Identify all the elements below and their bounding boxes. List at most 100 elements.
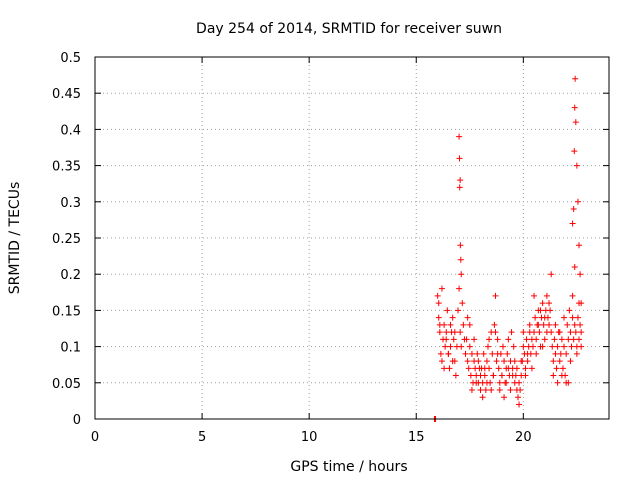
data-point	[499, 343, 506, 350]
x-tick-label: 15	[408, 430, 425, 445]
data-point	[456, 133, 463, 140]
data-point	[480, 350, 487, 357]
y-tick-label: 0.15	[52, 304, 81, 319]
data-point	[561, 314, 568, 321]
data-point	[526, 321, 533, 328]
data-point	[482, 387, 489, 394]
data-point	[468, 387, 475, 394]
data-point	[514, 394, 521, 401]
data-point	[548, 271, 555, 278]
data-point	[483, 379, 490, 386]
data-point	[463, 336, 470, 343]
data-point	[549, 343, 556, 350]
data-point	[477, 387, 484, 394]
y-tick-label: 0.25	[52, 232, 81, 247]
data-point	[452, 372, 459, 379]
data-point	[520, 343, 527, 350]
data-point	[495, 365, 502, 372]
data-point	[505, 365, 512, 372]
x-tick-label: 0	[91, 430, 99, 445]
data-point	[438, 285, 445, 292]
data-point	[578, 343, 585, 350]
data-point	[524, 350, 531, 357]
data-point	[524, 358, 531, 365]
x-axis-title: GPS time / hours	[290, 459, 407, 475]
data-point	[543, 292, 550, 299]
data-point	[567, 329, 574, 336]
y-tick-label: 0	[73, 413, 81, 428]
data-point	[520, 329, 527, 336]
data-point	[536, 329, 543, 336]
data-point	[572, 329, 579, 336]
data-point	[540, 321, 547, 328]
data-point	[496, 379, 503, 386]
data-point	[447, 321, 454, 328]
data-point	[533, 350, 540, 357]
data-point	[457, 329, 464, 336]
data-point	[435, 314, 442, 321]
data-point	[434, 292, 441, 299]
grid-lines	[95, 57, 609, 419]
chart-title: Day 254 of 2014, SRMTID for receiver suw…	[196, 21, 502, 37]
x-tick-label: 20	[515, 430, 532, 445]
data-point	[554, 343, 561, 350]
data-point	[501, 358, 508, 365]
y-axis-title: SRMTID / TECUs	[7, 182, 23, 295]
data-point	[552, 321, 559, 328]
data-point	[444, 307, 451, 314]
data-point	[565, 336, 572, 343]
data-point	[541, 336, 548, 343]
data-point	[569, 314, 576, 321]
data-point	[574, 314, 581, 321]
data-point	[528, 365, 535, 372]
y-tick-label: 0.05	[52, 377, 81, 392]
data-point	[479, 394, 486, 401]
data-point	[456, 155, 463, 162]
data-point	[490, 372, 497, 379]
data-point	[462, 350, 469, 357]
data-point	[457, 177, 464, 184]
data-point	[464, 314, 471, 321]
data-point	[563, 350, 570, 357]
data-point	[557, 350, 564, 357]
data-point	[577, 321, 584, 328]
data-point	[475, 358, 482, 365]
data-point	[510, 343, 517, 350]
data-point	[435, 300, 442, 307]
y-tick-label: 0.45	[52, 87, 81, 102]
data-point	[438, 358, 445, 365]
data-point	[576, 336, 583, 343]
data-point	[569, 292, 576, 299]
data-point	[541, 314, 548, 321]
data-point	[531, 292, 538, 299]
data-point	[483, 358, 490, 365]
x-axis: 0 5 10 15 20	[91, 57, 532, 445]
data-point	[559, 365, 566, 372]
data-point	[516, 401, 523, 408]
data-point	[533, 336, 540, 343]
data-point	[492, 292, 499, 299]
data-point	[573, 162, 580, 169]
data-point	[535, 321, 542, 328]
data-point	[446, 365, 453, 372]
data-point	[516, 379, 523, 386]
data-point	[501, 394, 508, 401]
y-tick-label: 0.3	[60, 196, 81, 211]
data-point	[548, 329, 555, 336]
data-point	[493, 358, 500, 365]
data-point	[523, 336, 530, 343]
data-point	[564, 321, 571, 328]
data-point	[517, 387, 524, 394]
data-point	[572, 119, 579, 126]
data-point	[437, 350, 444, 357]
data-point	[574, 198, 581, 205]
data-point	[568, 343, 575, 350]
data-point	[539, 343, 546, 350]
data-point	[456, 285, 463, 292]
y-axis: 0 0.05 0.1 0.15 0.2 0.25 0.3 0.35 0.4 0.45 0.5	[52, 51, 609, 428]
y-tick-label: 0.4	[60, 123, 81, 138]
data-point	[473, 379, 480, 386]
data-point	[466, 343, 473, 350]
data-point	[561, 343, 568, 350]
data-point	[558, 336, 565, 343]
